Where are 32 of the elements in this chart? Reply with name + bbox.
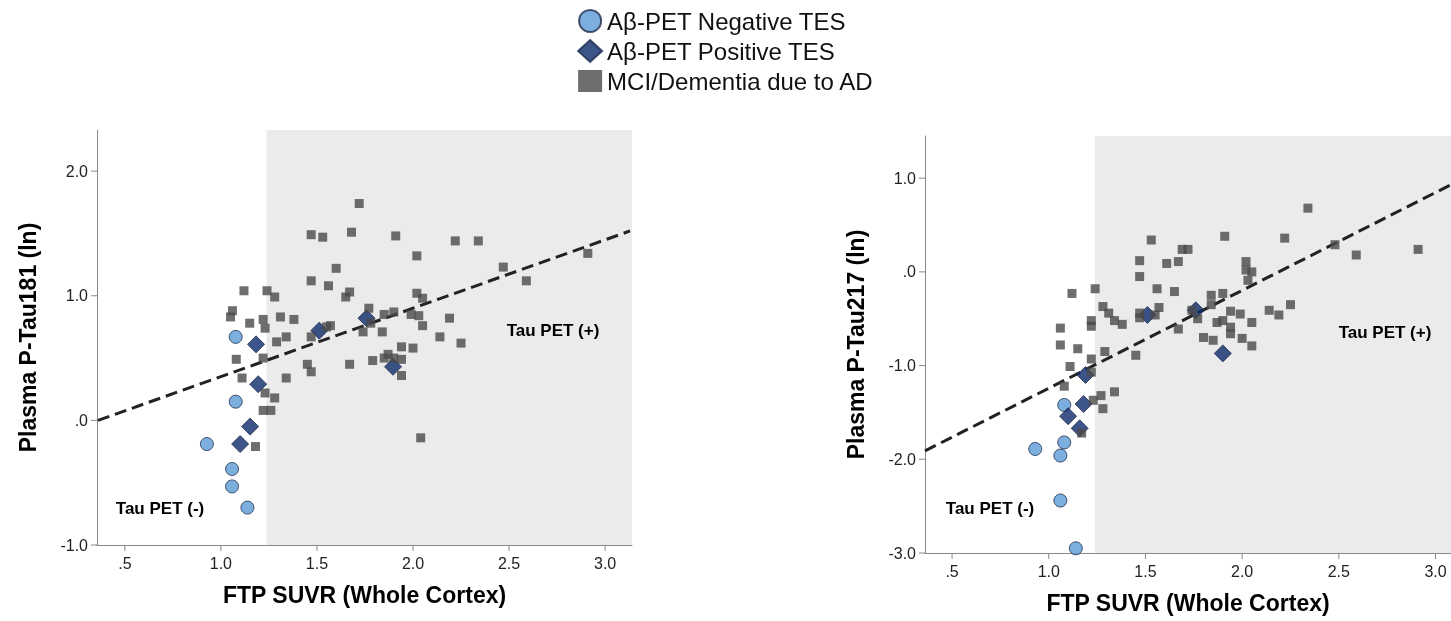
- x-tick-label: 2.5: [497, 554, 521, 572]
- annotation: Tau PET (+): [506, 320, 600, 340]
- y-tick-label: 1.0: [65, 287, 89, 305]
- x-tick-label: 3.0: [593, 554, 617, 572]
- x-tick-label: 1.0: [1037, 562, 1060, 580]
- y-tick-label: 2.0: [65, 162, 89, 180]
- y-axis-title: Plasma P-Tau217 (ln): [842, 229, 869, 460]
- y-axis-title: Plasma P-Tau181 (ln): [14, 222, 41, 453]
- x-tick-label: 1.5: [305, 554, 329, 572]
- x-tick-label: .5: [118, 554, 132, 572]
- y-tick-label: -3.0: [888, 544, 917, 562]
- annotation: Tau PET (-): [115, 498, 205, 518]
- x-tick-label: 1.0: [209, 554, 233, 572]
- x-tick-label: .5: [945, 562, 959, 580]
- legend-label: MCI/Dementia due to AD: [607, 67, 873, 95]
- y-tick-label: -1.0: [888, 357, 917, 375]
- legend-label: Aβ-PET Negative TES: [607, 7, 846, 35]
- annotation: Tau PET (-): [945, 498, 1035, 518]
- x-tick-label: 3.0: [1424, 562, 1447, 580]
- x-axis-title: FTP SUVR (Whole Cortex): [1046, 589, 1330, 616]
- x-tick-label: 1.5: [1134, 562, 1157, 580]
- y-tick-label: -1.0: [60, 536, 89, 554]
- x-tick-label: 2.5: [1327, 562, 1351, 580]
- legend-label: Aβ-PET Positive TES: [607, 37, 835, 65]
- y-tick-label: .0: [74, 411, 89, 429]
- x-tick-label: 2.0: [401, 554, 425, 572]
- annotation: Tau PET (+): [1338, 322, 1432, 342]
- x-axis-title: FTP SUVR (Whole Cortex): [222, 581, 507, 608]
- y-tick-label: .0: [902, 263, 917, 281]
- x-tick-label: 2.0: [1231, 562, 1254, 580]
- y-tick-label: 1.0: [893, 169, 917, 187]
- y-tick-label: -2.0: [888, 450, 917, 468]
